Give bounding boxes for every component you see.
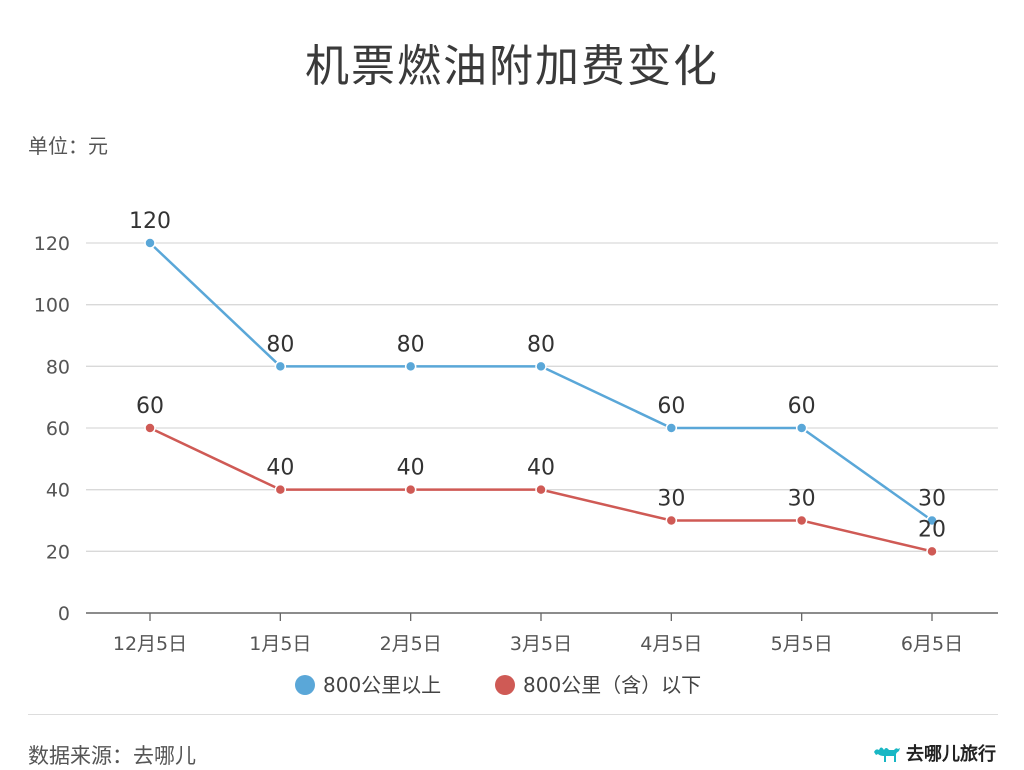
- data-label: 40: [397, 456, 425, 481]
- data-point: [144, 422, 156, 434]
- data-point: [795, 422, 808, 434]
- data-label: 80: [266, 332, 294, 357]
- x-tick-label: 4月5日: [640, 633, 702, 655]
- x-tick-label: 2月5日: [380, 633, 442, 655]
- data-point: [795, 514, 808, 527]
- data-label: 30: [788, 487, 816, 512]
- data-point: [926, 545, 938, 558]
- chart-title: 机票燃油附加费变化: [305, 41, 719, 92]
- camel-icon: [874, 747, 900, 762]
- data-label: 60: [788, 394, 816, 419]
- data-label: 80: [527, 332, 555, 357]
- x-tick-label: 6月5日: [901, 633, 963, 655]
- data-point: [535, 360, 547, 373]
- data-point: [535, 483, 547, 496]
- y-tick-label: 0: [58, 603, 70, 625]
- brand-logo: 去哪儿旅行: [872, 740, 996, 766]
- data-label: 30: [918, 487, 946, 512]
- unit-label: 单位：元: [28, 134, 108, 158]
- y-tick-label: 120: [34, 233, 70, 255]
- y-tick-label: 20: [46, 541, 70, 563]
- footer-divider: [28, 714, 998, 715]
- data-point: [404, 360, 417, 373]
- data-point: [404, 483, 417, 496]
- data-label: 120: [129, 209, 171, 234]
- data-label: 60: [657, 394, 685, 419]
- legend-label-0: 800公里以上: [323, 673, 441, 697]
- source-label: 数据来源：去哪儿: [28, 744, 196, 768]
- legend-marker-0: [295, 675, 315, 695]
- data-label: 30: [657, 487, 685, 512]
- data-point: [665, 422, 678, 434]
- data-label: 20: [918, 517, 946, 542]
- x-tick-label: 1月5日: [249, 633, 311, 655]
- legend-marker-1: [495, 675, 515, 695]
- y-tick-label: 100: [34, 295, 70, 317]
- data-point: [665, 514, 678, 527]
- data-point: [274, 360, 287, 373]
- x-tick-label: 3月5日: [510, 633, 572, 655]
- x-tick-label: 5月5日: [771, 633, 833, 655]
- y-tick-label: 60: [46, 418, 70, 440]
- data-point: [144, 237, 156, 249]
- brand-name: 去哪儿旅行: [906, 744, 996, 765]
- data-point: [926, 514, 938, 527]
- y-tick-label: 80: [46, 356, 70, 378]
- x-tick-label: 12月5日: [113, 633, 187, 655]
- data-label: 40: [527, 456, 555, 481]
- legend-label-1: 800公里（含）以下: [523, 673, 701, 697]
- data-label: 80: [397, 332, 425, 357]
- data-label: 40: [266, 456, 294, 481]
- data-point: [274, 483, 287, 496]
- y-tick-label: 40: [46, 480, 70, 502]
- data-label: 60: [136, 394, 164, 419]
